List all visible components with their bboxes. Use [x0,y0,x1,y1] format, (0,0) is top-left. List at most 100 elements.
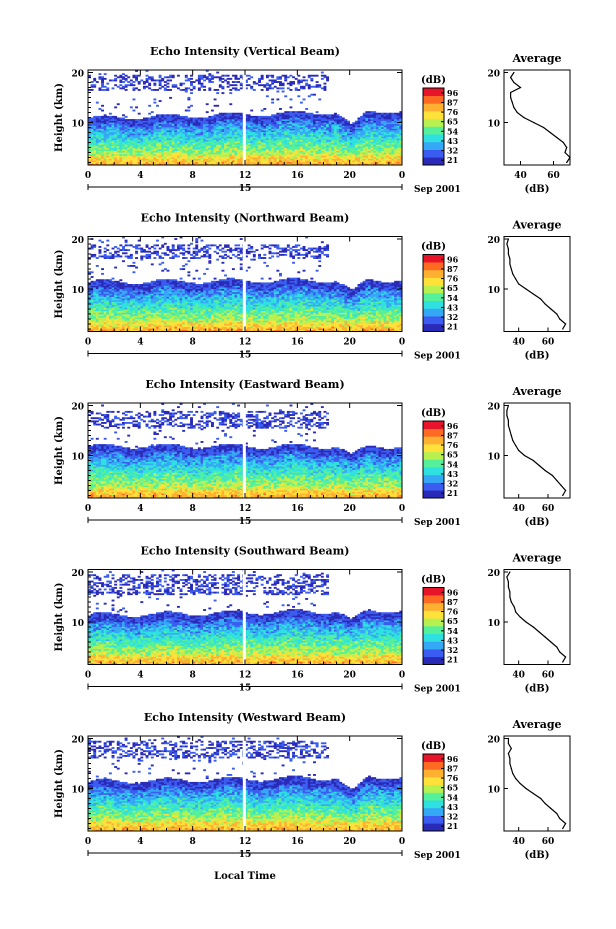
heatmap-cell [151,111,154,113]
panel-1: Echo Intensity (Northward Beam)Height (k… [54,212,570,362]
heatmap-cell [365,111,368,113]
heatmap-cell [146,118,149,120]
heatmap-cell [324,83,327,85]
heatmap-cell [164,87,167,89]
heatmap-cell [303,76,306,78]
heatmap-cell [297,89,300,91]
heatmap-cell [127,81,130,83]
heatmap-cell [125,240,128,242]
heatmap-cell [321,72,324,74]
heatmap-cell [159,100,162,102]
heatmap-cell [172,114,175,116]
heatmap-cell [127,84,130,86]
heatmap-cell [376,113,379,115]
x-tick-label: 16 [291,171,304,181]
heatmap-cell [206,103,209,105]
heatmap-cell [146,75,149,77]
heatmap-cell [98,249,101,251]
heatmap-cell [114,106,117,108]
heatmap-cell [282,83,285,85]
heatmap-cell [308,95,311,97]
panel-title: Echo Intensity (Vertical Beam) [150,45,340,58]
heatmap-cell [117,103,120,105]
heatmap-cell [331,114,334,116]
heatmap-cell [203,80,206,82]
heatmap-cell [104,254,107,256]
heatmap-cell [114,246,117,248]
heatmap-cell [169,89,172,91]
heatmap-cell [276,113,279,115]
heatmap-cell [127,256,130,258]
date-label: Sep 2001 [414,185,461,195]
heatmap-cell [172,75,175,77]
heatmap-cell [203,75,206,77]
heatmap-cell [269,116,272,118]
heatmap-cell [106,244,109,246]
heatmap-cell [297,75,300,77]
profile-point [566,147,567,148]
heatmap-cell [125,78,128,80]
heatmap-cell [250,76,253,78]
heatmap-cell [274,86,277,88]
heatmap-cell [122,260,125,262]
heatmap-cell [187,106,190,108]
heatmap-cell [276,91,279,93]
heatmap-cell [177,114,180,116]
heatmap-cell [96,279,99,281]
heatmap-cell [119,118,122,120]
heatmap-cell [106,240,109,242]
heatmap-cell [274,114,277,116]
heatmap-cell [221,75,224,77]
heatmap-cell [266,75,269,77]
heatmap-cell [303,80,306,82]
heatmap-cell [106,87,109,89]
heatmap-cell [106,249,109,251]
heatmap-cell [138,89,141,91]
heatmap-cell [368,111,371,113]
profile-point [510,77,511,78]
heatmap-cell [282,113,285,115]
heatmap-cell [198,118,201,120]
heatmap-cell [114,251,117,253]
heatmap-cell [198,75,201,77]
profile-frame [504,70,570,165]
heatmap-cell [269,80,272,82]
heatmap-cell [153,99,156,101]
heatmap-cell [101,241,104,243]
heatmap-cell [326,114,329,116]
heatmap-cell [195,118,198,120]
heatmap-cell [180,83,183,85]
heatmap-cell [266,87,269,89]
heatmap-cell [130,265,133,267]
heatmap-cell [114,84,117,86]
heatmap-cell [164,76,167,78]
heatmap-cell [153,80,156,82]
heatmap-cell [151,89,154,91]
heatmap-cell [177,75,180,77]
heatmap-cell [104,114,107,116]
heatmap-cell [321,78,324,80]
heatmap-cell [316,111,319,113]
heatmap-cell [135,119,138,121]
heatmap-cell [148,76,151,78]
x-tick-label: 0 [399,171,405,181]
heatmap-cell [303,111,306,113]
heatmap-cell [114,116,117,118]
heatmap-cell [269,75,272,77]
heatmap-cell [321,114,324,116]
heatmap-cell [167,86,170,88]
heatmap-cell [232,75,235,77]
heatmap-cell [292,76,295,78]
heatmap-cell [235,113,238,115]
heatmap-cell [114,267,117,269]
heatmap-cell [148,105,151,107]
heatmap-cell [318,114,321,116]
heatmap-cell [326,76,329,78]
heatmap-cell [122,86,125,88]
panel-0: Echo Intensity (Vertical Beam)Height (km… [54,45,571,195]
heatmap-cell [334,113,337,115]
heatmap-cell [104,78,107,80]
heatmap-cell [221,81,224,83]
heatmap-cell [119,87,122,89]
heatmap-cell [117,281,120,283]
